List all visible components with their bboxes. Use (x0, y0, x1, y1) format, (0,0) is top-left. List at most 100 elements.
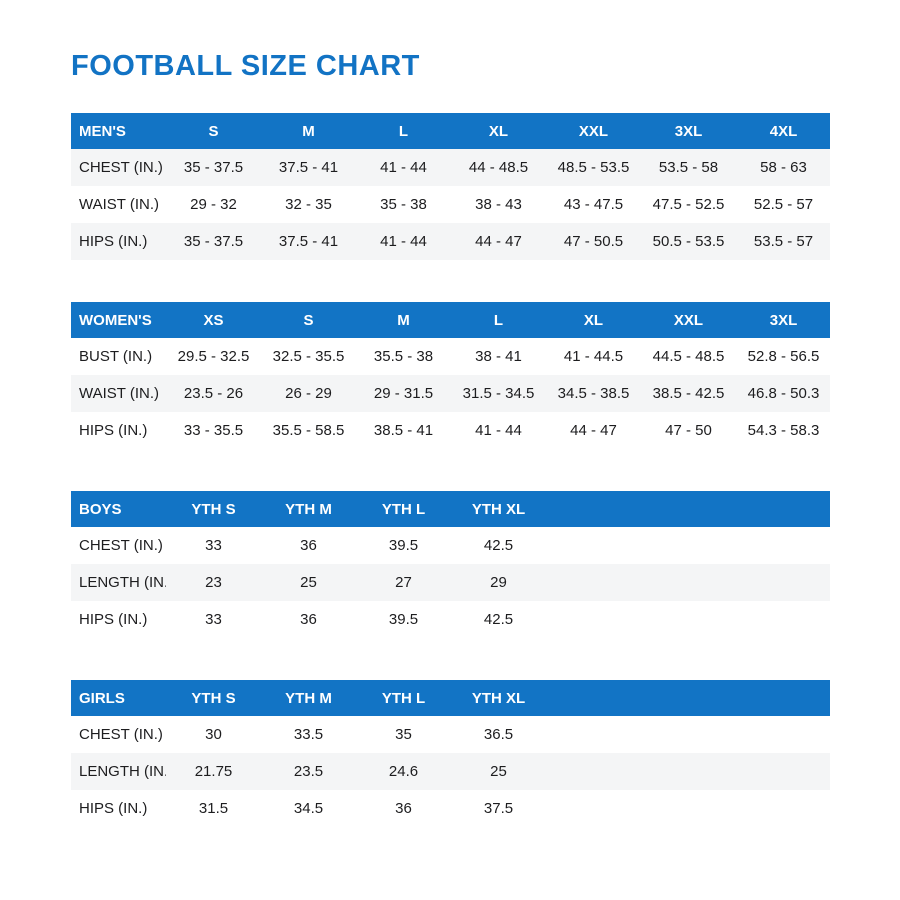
womens-size-table: WOMEN'S XS S M L XL XXL 3XL BUST (IN.) 29.5 - 32.… (71, 302, 830, 449)
row-label: WAIST (IN.) (79, 196, 159, 213)
size-column-header: L (398, 122, 409, 140)
size-value-cell: 24.6 (388, 763, 419, 780)
size-column-header: YTH L (381, 689, 426, 707)
size-value-cell: 52.8 - 56.5 (747, 348, 820, 365)
table-row: HIPS (IN.) 33 36 39.5 42.5 (71, 601, 830, 638)
size-column-header: XL (488, 122, 509, 140)
row-label: LENGTH (IN.) (79, 763, 166, 780)
girls-size-table: GIRLS YTH S YTH M YTH L YTH XL CHEST (IN.) 30 3… (71, 680, 830, 827)
size-column-header: 3XL (674, 122, 703, 140)
size-value-cell: 29.5 - 32.5 (177, 348, 250, 365)
table-row: CHEST (IN.) 33 36 39.5 42.5 (71, 527, 830, 564)
size-value-cell: 47 - 50 (665, 422, 712, 439)
size-value-cell: 35.5 - 38 (373, 348, 434, 365)
size-value-cell: 39.5 (388, 537, 419, 554)
table-row: HIPS (IN.) 33 - 35.5 35.5 - 58.5 38.5 - 41 4… (71, 412, 830, 449)
size-value-cell: 29 - 32 (190, 196, 237, 213)
table-row: HIPS (IN.) 35 - 37.5 37.5 - 41 41 - 44 44 - … (71, 223, 830, 260)
size-value-cell: 21.75 (194, 763, 233, 780)
table-row: HIPS (IN.) 31.5 34.5 36 37.5 (71, 790, 830, 827)
size-value-cell: 25 (490, 763, 507, 780)
size-value-cell: 47 - 50.5 (563, 233, 624, 250)
size-value-cell: 38 - 43 (475, 196, 522, 213)
table-row: WAIST (IN.) 23.5 - 26 26 - 29 29 - 31.5 31.5… (71, 375, 830, 412)
size-value-cell: 38.5 - 42.5 (652, 385, 725, 402)
girls-table-title: GIRLS (79, 689, 125, 707)
size-value-cell: 48.5 - 53.5 (557, 159, 630, 176)
size-value-cell: 32 - 35 (285, 196, 332, 213)
size-column-header: YTH XL (471, 500, 526, 518)
size-value-cell: 53.5 - 57 (753, 233, 814, 250)
table-row: LENGTH (IN.) 23 25 27 29 (71, 564, 830, 601)
mens-header-row: MEN'S S M L XL XXL 3XL 4XL (71, 113, 830, 149)
size-column-header: YTH M (285, 500, 332, 518)
size-value-cell: 35.5 - 58.5 (272, 422, 345, 439)
size-value-cell: 52.5 - 57 (753, 196, 814, 213)
table-row: LENGTH (IN.) 21.75 23.5 24.6 25 (71, 753, 830, 790)
size-value-cell: 23.5 (293, 763, 324, 780)
size-value-cell: 34.5 - 38.5 (557, 385, 630, 402)
size-value-cell: 33 (205, 611, 222, 628)
size-value-cell: 36 (300, 611, 317, 628)
size-column-header: XS (203, 311, 224, 329)
row-label: LENGTH (IN.) (79, 574, 166, 591)
size-column-header: XXL (578, 122, 609, 140)
size-column-header: M (302, 122, 315, 140)
size-column-header: YTH M (285, 689, 332, 707)
size-value-cell: 41 - 44.5 (563, 348, 624, 365)
row-label: WAIST (IN.) (79, 385, 159, 402)
mens-size-table: MEN'S S M L XL XXL 3XL 4XL CHEST (IN.) 35 - 37.5 3… (71, 113, 830, 260)
size-value-cell: 31.5 (198, 800, 229, 817)
size-column-header: YTH S (191, 500, 236, 518)
row-label: CHEST (IN.) (79, 159, 163, 176)
size-column-header: M (397, 311, 410, 329)
size-value-cell: 34.5 (293, 800, 324, 817)
size-value-cell: 33 - 35.5 (183, 422, 244, 439)
size-value-cell: 58 - 63 (760, 159, 807, 176)
size-value-cell: 31.5 - 34.5 (462, 385, 535, 402)
size-value-cell: 36.5 (483, 726, 514, 743)
boys-size-table: BOYS YTH S YTH M YTH L YTH XL CHEST (IN.) 33 36… (71, 491, 830, 638)
size-value-cell: 23.5 - 26 (183, 385, 244, 402)
size-value-cell: 53.5 - 58 (658, 159, 719, 176)
size-value-cell: 44 - 48.5 (468, 159, 529, 176)
row-label: BUST (IN.) (79, 348, 153, 365)
size-value-cell: 35 - 37.5 (183, 233, 244, 250)
womens-header-row: WOMEN'S XS S M L XL XXL 3XL (71, 302, 830, 338)
page-title: FOOTBALL SIZE CHART (71, 50, 420, 82)
size-value-cell: 44 - 47 (475, 233, 522, 250)
mens-table-title: MEN'S (79, 122, 126, 140)
row-label: HIPS (IN.) (79, 233, 148, 250)
size-value-cell: 41 - 44 (475, 422, 522, 439)
row-label: HIPS (IN.) (79, 422, 148, 439)
row-label: CHEST (IN.) (79, 537, 163, 554)
girls-header-row: GIRLS YTH S YTH M YTH L YTH XL (71, 680, 830, 716)
size-value-cell: 39.5 (388, 611, 419, 628)
table-row: WAIST (IN.) 29 - 32 32 - 35 35 - 38 38 - 43 4… (71, 186, 830, 223)
table-row: CHEST (IN.) 35 - 37.5 37.5 - 41 41 - 44 44 -… (71, 149, 830, 186)
size-value-cell: 35 - 37.5 (183, 159, 244, 176)
size-value-cell: 36 (395, 800, 412, 817)
size-value-cell: 41 - 44 (380, 159, 427, 176)
table-row: BUST (IN.) 29.5 - 32.5 32.5 - 35.5 35.5 - 3… (71, 338, 830, 375)
size-column-header: S (303, 311, 314, 329)
size-value-cell: 42.5 (483, 611, 514, 628)
size-value-cell: 37.5 (483, 800, 514, 817)
size-value-cell: 38.5 - 41 (373, 422, 434, 439)
size-value-cell: 38 - 41 (475, 348, 522, 365)
size-value-cell: 27 (395, 574, 412, 591)
size-value-cell: 29 - 31.5 (373, 385, 434, 402)
size-value-cell: 46.8 - 50.3 (747, 385, 820, 402)
size-chart-page: FOOTBALL SIZE CHART MEN'S S M L XL XXL 3XL 4XL C… (71, 50, 830, 827)
womens-table-body: BUST (IN.) 29.5 - 32.5 32.5 - 35.5 35.5 - 3… (71, 338, 830, 449)
row-label: HIPS (IN.) (79, 611, 148, 628)
size-value-cell: 43 - 47.5 (563, 196, 624, 213)
size-value-cell: 50.5 - 53.5 (652, 233, 725, 250)
size-value-cell: 42.5 (483, 537, 514, 554)
boys-table-body: CHEST (IN.) 33 36 39.5 42.5 LENGTH (IN.) 23 25 2… (71, 527, 830, 638)
womens-table-title: WOMEN'S (79, 311, 152, 329)
row-label: HIPS (IN.) (79, 800, 148, 817)
size-value-cell: 26 - 29 (285, 385, 332, 402)
size-value-cell: 33 (205, 537, 222, 554)
boys-header-row: BOYS YTH S YTH M YTH L YTH XL (71, 491, 830, 527)
